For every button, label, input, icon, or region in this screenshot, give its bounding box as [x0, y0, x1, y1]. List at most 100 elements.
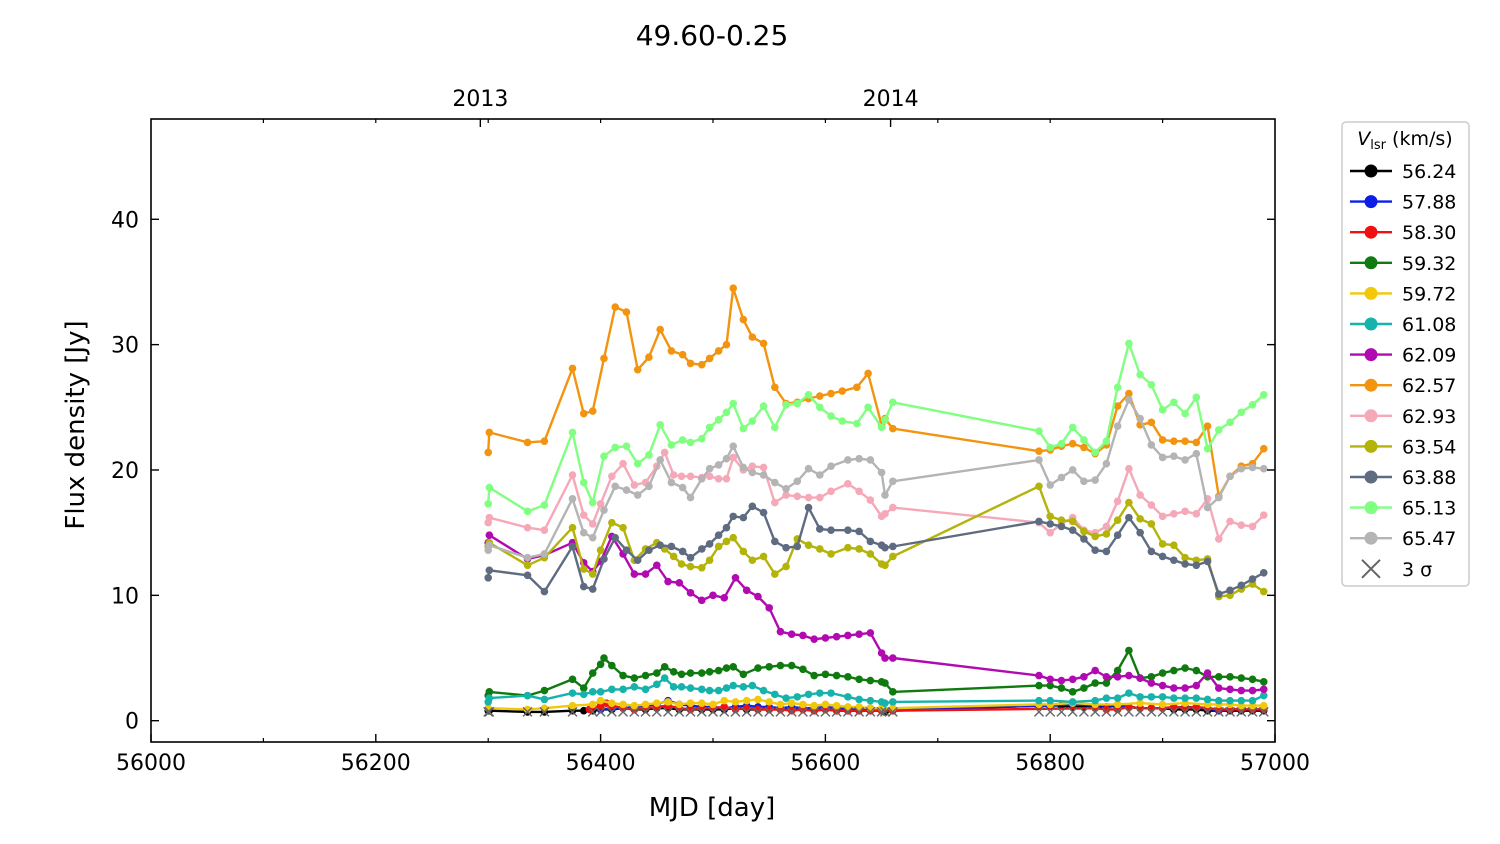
- data-point-65.13: [523, 507, 532, 516]
- legend-item-59.72: 59.72: [1350, 283, 1456, 305]
- data-point-65.47: [667, 478, 676, 487]
- data-point-65.47: [1147, 441, 1156, 449]
- data-point-63.88: [1158, 552, 1167, 561]
- legend-item-58.30: 58.30: [1350, 222, 1456, 244]
- legend-label: 59.72: [1402, 283, 1456, 305]
- data-point-62.93: [669, 471, 678, 479]
- data-point-61.08: [793, 693, 802, 701]
- data-point-62.93: [782, 491, 790, 499]
- legend-item-59.32: 59.32: [1350, 253, 1456, 275]
- data-point-65.13: [1125, 339, 1133, 348]
- data-point-62.57: [1158, 436, 1167, 444]
- data-point-63.54: [568, 523, 577, 532]
- data-point-63.88: [866, 537, 875, 546]
- data-point-59.72: [523, 705, 532, 714]
- data-point-63.88: [484, 573, 493, 582]
- legend-label: 63.54: [1402, 436, 1456, 458]
- data-point-61.08: [485, 694, 494, 702]
- sigma-marker: [1258, 706, 1269, 717]
- data-point-62.57: [889, 424, 897, 433]
- data-point-63.88: [729, 512, 738, 521]
- data-point-59.32: [540, 686, 549, 695]
- sigma-marker: [1101, 706, 1112, 717]
- data-point-59.32: [1091, 679, 1099, 687]
- data-point-65.47: [568, 495, 577, 503]
- data-point-59.32: [641, 671, 650, 680]
- data-point-65.47: [1181, 456, 1189, 464]
- data-point-61.08: [1237, 696, 1246, 705]
- sigma-marker: [879, 706, 890, 717]
- data-point-65.13: [889, 398, 897, 407]
- data-point-65.13: [697, 434, 706, 443]
- x-tick-label: 56800: [1015, 751, 1085, 776]
- data-point-63.88: [622, 546, 631, 555]
- y-axis: 0 10 20 30 40: [111, 208, 1275, 735]
- legend-item-61.08: 61.08: [1350, 314, 1456, 336]
- data-point-63.88: [611, 533, 620, 542]
- data-point-65.13: [748, 417, 757, 425]
- data-point-63.88: [568, 542, 577, 551]
- data-point-65.47: [1136, 414, 1144, 423]
- data-point-63.88: [855, 527, 863, 536]
- data-point-62.57: [815, 392, 824, 400]
- sigma-marker: [1146, 706, 1157, 717]
- data-point-62.57: [686, 359, 695, 368]
- data-point-65.13: [853, 419, 861, 428]
- series-line-65.13: [487, 342, 1265, 513]
- data-point-62.09: [881, 654, 889, 662]
- data-point-62.09: [866, 629, 875, 637]
- data-point-62.93: [759, 463, 768, 472]
- data-point-59.32: [787, 661, 796, 670]
- data-point-61.08: [705, 686, 714, 695]
- data-point-62.09: [1215, 684, 1223, 692]
- data-point-59.72: [821, 700, 830, 709]
- sigma-marker: [685, 706, 696, 717]
- data-point-63.88: [759, 508, 768, 517]
- data-point-62.57: [1113, 402, 1122, 410]
- data-point-62.09: [1170, 684, 1178, 692]
- data-point-59.32: [1102, 679, 1111, 687]
- data-point-63.54: [1113, 516, 1122, 524]
- legend-item-56.24: 56.24: [1350, 161, 1456, 183]
- data-point-61.08: [588, 688, 597, 696]
- data-point-62.93: [608, 472, 616, 481]
- series-line-59.72: [488, 698, 1264, 711]
- data-point-63.88: [1046, 520, 1054, 528]
- data-point-61.08: [660, 674, 669, 682]
- data-point-59.32: [568, 675, 577, 684]
- data-point-62.57: [771, 383, 779, 392]
- data-point-62.09: [686, 589, 695, 597]
- data-point-59.72: [754, 695, 762, 704]
- data-point-65.13: [1158, 406, 1167, 414]
- data-point-61.08: [827, 689, 835, 697]
- data-point-65.47: [678, 483, 687, 492]
- data-point-65.13: [568, 428, 577, 437]
- data-point-63.88: [579, 582, 588, 591]
- data-point-63.54: [619, 523, 627, 532]
- sigma-marker: [587, 706, 598, 717]
- data-point-65.47: [1226, 472, 1234, 481]
- data-point-62.09: [1226, 685, 1234, 694]
- data-point-65.13: [838, 417, 847, 425]
- data-point-61.08: [630, 683, 639, 691]
- data-point-59.32: [697, 669, 706, 677]
- data-point-59.72: [844, 703, 852, 711]
- data-point-62.09: [855, 630, 863, 638]
- data-point-63.88: [678, 547, 687, 556]
- data-point-62.93: [1192, 510, 1201, 518]
- data-point-62.93: [1181, 507, 1189, 516]
- data-point-62.93: [714, 474, 723, 483]
- legend-item-63.88: 63.88: [1350, 467, 1456, 489]
- data-point-65.47: [1080, 477, 1088, 486]
- data-point-59.32: [653, 669, 661, 677]
- data-point-63.88: [1170, 556, 1178, 565]
- data-point-61.08: [855, 695, 863, 704]
- data-point-59.72: [731, 698, 740, 706]
- data-point-65.13: [864, 403, 872, 412]
- data-point-61.08: [1136, 693, 1144, 701]
- sigma-marker: [1236, 706, 1247, 717]
- data-point-62.09: [653, 561, 661, 570]
- data-point-62.57: [523, 438, 532, 447]
- data-point-65.47: [1248, 463, 1257, 472]
- data-point-65.47: [889, 477, 897, 486]
